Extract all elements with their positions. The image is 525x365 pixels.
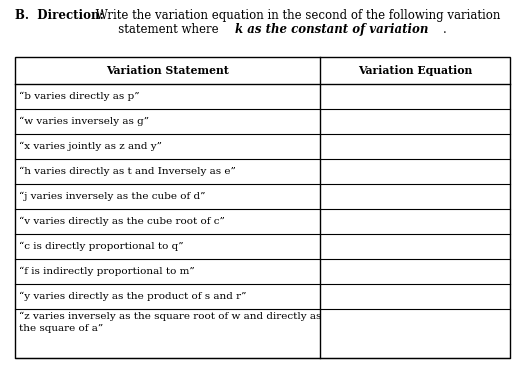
Text: Variation Statement: Variation Statement [106, 65, 229, 76]
Text: Write the variation equation in the second of the following variation: Write the variation equation in the seco… [92, 9, 500, 22]
Text: “y varies directly as the product of s and r”: “y varies directly as the product of s a… [19, 291, 246, 301]
Text: statement where: statement where [92, 23, 222, 36]
Text: k as the constant of variation: k as the constant of variation [235, 23, 428, 36]
Text: .: . [443, 23, 447, 36]
Text: “j varies inversely as the cube of d”: “j varies inversely as the cube of d” [19, 192, 205, 201]
Text: B.  Direction:: B. Direction: [15, 9, 103, 22]
Text: Variation Equation: Variation Equation [358, 65, 472, 76]
Bar [15, 57, 510, 358]
Text: “x varies jointly as z and y”: “x varies jointly as z and y” [19, 142, 162, 151]
Text: “b varies directly as p”: “b varies directly as p” [19, 92, 140, 101]
Text: “w varies inversely as g”: “w varies inversely as g” [19, 117, 149, 126]
Text: “f is indirectly proportional to m”: “f is indirectly proportional to m” [19, 266, 195, 276]
Text: “z varies inversely as the square root of w and directly as
the square of a”: “z varies inversely as the square root o… [19, 311, 321, 333]
Text: “h varies directly as t and Inversely as e”: “h varies directly as t and Inversely as… [19, 167, 236, 176]
Text: “c is directly proportional to q”: “c is directly proportional to q” [19, 242, 184, 251]
Text: “v varies directly as the cube root of c”: “v varies directly as the cube root of c… [19, 216, 225, 226]
